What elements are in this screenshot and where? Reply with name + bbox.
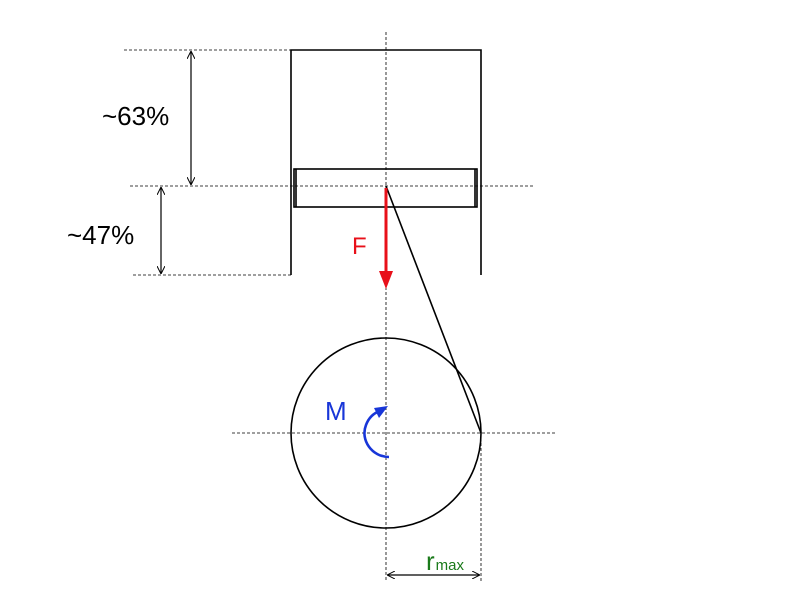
moment-arrowhead [374, 406, 388, 418]
piston-body [290, 49, 482, 275]
radius-label-subscript: max [436, 557, 465, 574]
lower-percent-label: ~47% [67, 220, 134, 250]
upper-percent-label: ~63% [102, 101, 169, 131]
connecting-rod [385, 185, 482, 434]
radius-label-main: r [426, 546, 435, 576]
radius-label: rmax [426, 546, 465, 576]
moment-label: M [325, 396, 347, 426]
force-arrowhead [379, 271, 393, 289]
moment-arrow-arc [363, 409, 390, 459]
force-label: F [352, 233, 367, 260]
